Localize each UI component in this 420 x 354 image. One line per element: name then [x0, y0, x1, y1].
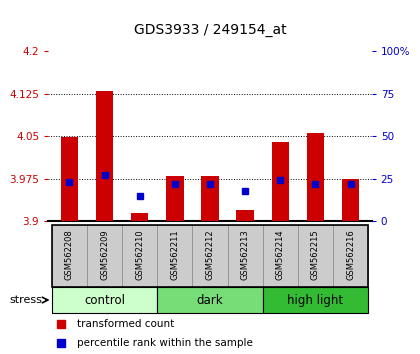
Text: control: control	[84, 293, 125, 307]
Bar	[96, 91, 113, 221]
Bar	[201, 176, 219, 221]
Bar	[307, 133, 324, 221]
Text: transformed count: transformed count	[77, 319, 175, 329]
Text: GSM562211: GSM562211	[171, 229, 179, 280]
Bar	[157, 287, 263, 313]
Bar	[131, 213, 149, 221]
Bar	[333, 225, 368, 287]
Bar	[166, 176, 184, 221]
Text: GSM562210: GSM562210	[135, 229, 144, 280]
Bar	[298, 225, 333, 287]
Text: GSM562216: GSM562216	[346, 229, 355, 280]
Bar	[263, 225, 298, 287]
Text: GDS3933 / 249154_at: GDS3933 / 249154_at	[134, 23, 286, 37]
Bar	[52, 287, 157, 313]
Text: GSM562208: GSM562208	[65, 229, 74, 280]
Bar	[263, 287, 368, 313]
Text: GSM562213: GSM562213	[241, 229, 249, 280]
Text: GSM562212: GSM562212	[205, 229, 215, 280]
Bar	[157, 225, 192, 287]
Text: percentile rank within the sample: percentile rank within the sample	[77, 338, 253, 348]
Text: GSM562215: GSM562215	[311, 229, 320, 280]
Text: GSM562214: GSM562214	[276, 229, 285, 280]
Bar	[342, 179, 360, 221]
Bar	[236, 210, 254, 221]
Text: dark: dark	[197, 293, 223, 307]
Bar	[228, 225, 263, 287]
Text: high light: high light	[287, 293, 344, 307]
Text: GSM562209: GSM562209	[100, 229, 109, 280]
Bar	[122, 225, 157, 287]
Bar	[87, 225, 122, 287]
Bar	[60, 137, 78, 221]
Bar	[271, 142, 289, 221]
Text: stress: stress	[9, 295, 42, 305]
Bar	[52, 225, 87, 287]
Bar	[192, 225, 228, 287]
